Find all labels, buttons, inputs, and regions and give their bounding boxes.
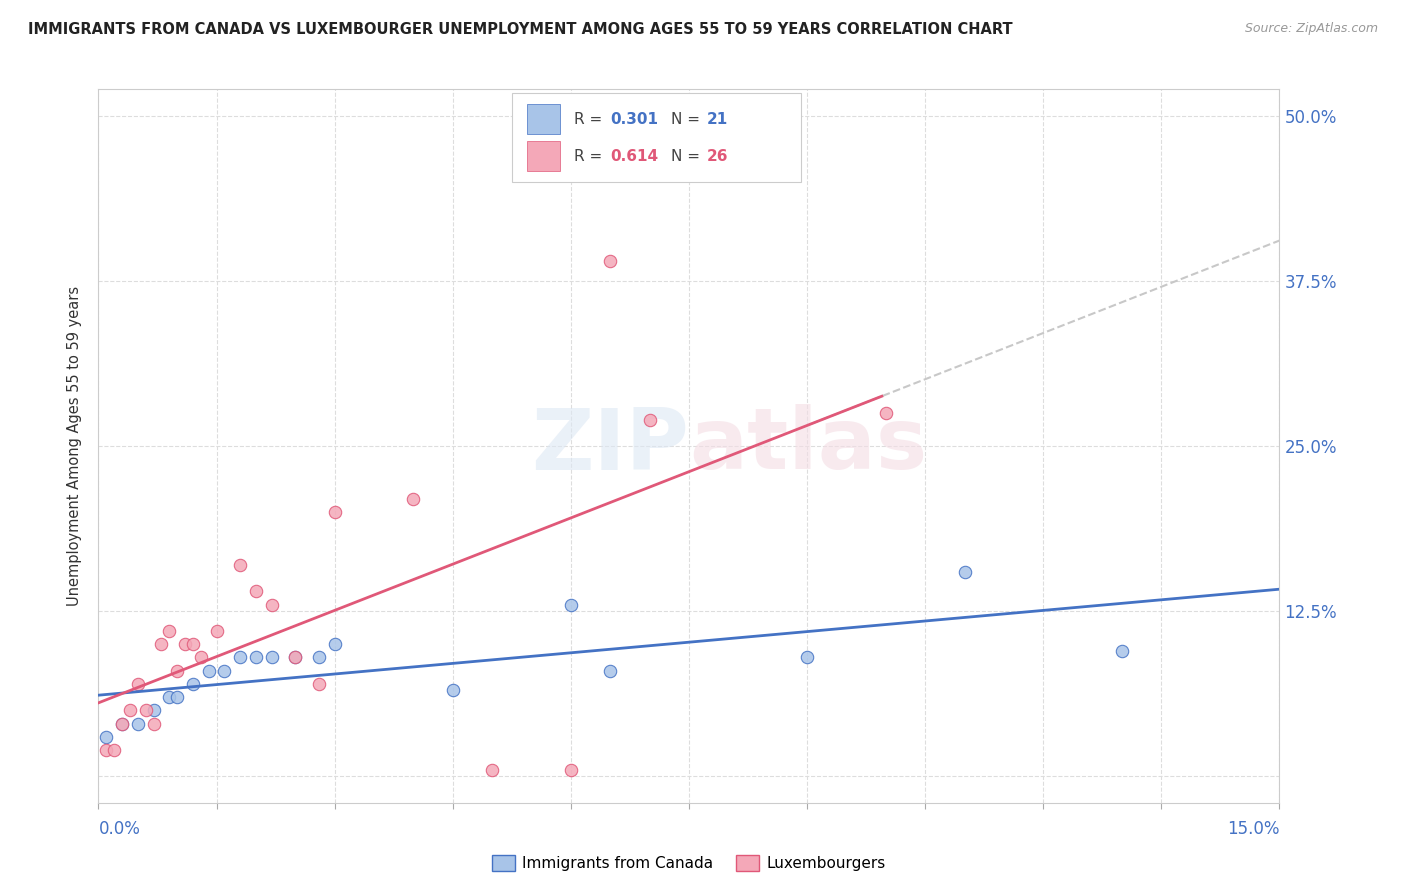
Point: [323, 505, 346, 519]
Point: [157, 624, 180, 638]
Point: [229, 558, 252, 572]
Point: [205, 624, 228, 638]
Point: [96, 743, 118, 757]
Point: [135, 703, 157, 717]
Point: [150, 637, 173, 651]
Point: [127, 677, 149, 691]
Legend: Immigrants from Canada, Luxembourgers: Immigrants from Canada, Luxembourgers: [485, 849, 893, 877]
Text: 21: 21: [707, 112, 728, 127]
Text: 0.614: 0.614: [610, 149, 658, 164]
Y-axis label: Unemployment Among Ages 55 to 59 years: Unemployment Among Ages 55 to 59 years: [67, 286, 83, 606]
Point: [260, 598, 283, 612]
Text: N =: N =: [671, 149, 704, 164]
Point: [260, 650, 283, 665]
Point: [1111, 644, 1133, 658]
FancyBboxPatch shape: [527, 141, 560, 171]
Point: [157, 690, 180, 704]
Point: [323, 637, 346, 651]
Point: [308, 650, 330, 665]
Point: [796, 650, 818, 665]
Text: Source: ZipAtlas.com: Source: ZipAtlas.com: [1244, 22, 1378, 36]
Text: 0.0%: 0.0%: [98, 820, 141, 838]
Point: [953, 565, 976, 579]
Point: [599, 254, 621, 268]
FancyBboxPatch shape: [527, 104, 560, 135]
Point: [638, 412, 661, 426]
Point: [190, 650, 212, 665]
Point: [96, 730, 118, 744]
Point: [875, 406, 897, 420]
Point: [441, 683, 464, 698]
Text: 0.301: 0.301: [610, 112, 658, 127]
Text: atlas: atlas: [689, 404, 927, 488]
Point: [127, 716, 149, 731]
Text: R =: R =: [575, 149, 607, 164]
Text: IMMIGRANTS FROM CANADA VS LUXEMBOURGER UNEMPLOYMENT AMONG AGES 55 TO 59 YEARS CO: IMMIGRANTS FROM CANADA VS LUXEMBOURGER U…: [28, 22, 1012, 37]
Point: [174, 637, 197, 651]
Point: [402, 491, 425, 506]
Point: [181, 677, 204, 691]
Text: 15.0%: 15.0%: [1227, 820, 1279, 838]
Point: [166, 664, 188, 678]
Point: [284, 650, 307, 665]
Text: R =: R =: [575, 112, 607, 127]
Point: [599, 664, 621, 678]
Point: [229, 650, 252, 665]
Point: [481, 763, 503, 777]
FancyBboxPatch shape: [512, 93, 801, 182]
Point: [560, 598, 582, 612]
Point: [103, 743, 125, 757]
Point: [181, 637, 204, 651]
Point: [142, 703, 165, 717]
Point: [166, 690, 188, 704]
Point: [142, 716, 165, 731]
Text: 26: 26: [707, 149, 728, 164]
Point: [118, 703, 141, 717]
Point: [197, 664, 219, 678]
Text: N =: N =: [671, 112, 704, 127]
Point: [111, 716, 134, 731]
Point: [214, 664, 236, 678]
Point: [284, 650, 307, 665]
Point: [308, 677, 330, 691]
Point: [245, 650, 267, 665]
Point: [560, 763, 582, 777]
Text: ZIP: ZIP: [531, 404, 689, 488]
Point: [111, 716, 134, 731]
Point: [245, 584, 267, 599]
